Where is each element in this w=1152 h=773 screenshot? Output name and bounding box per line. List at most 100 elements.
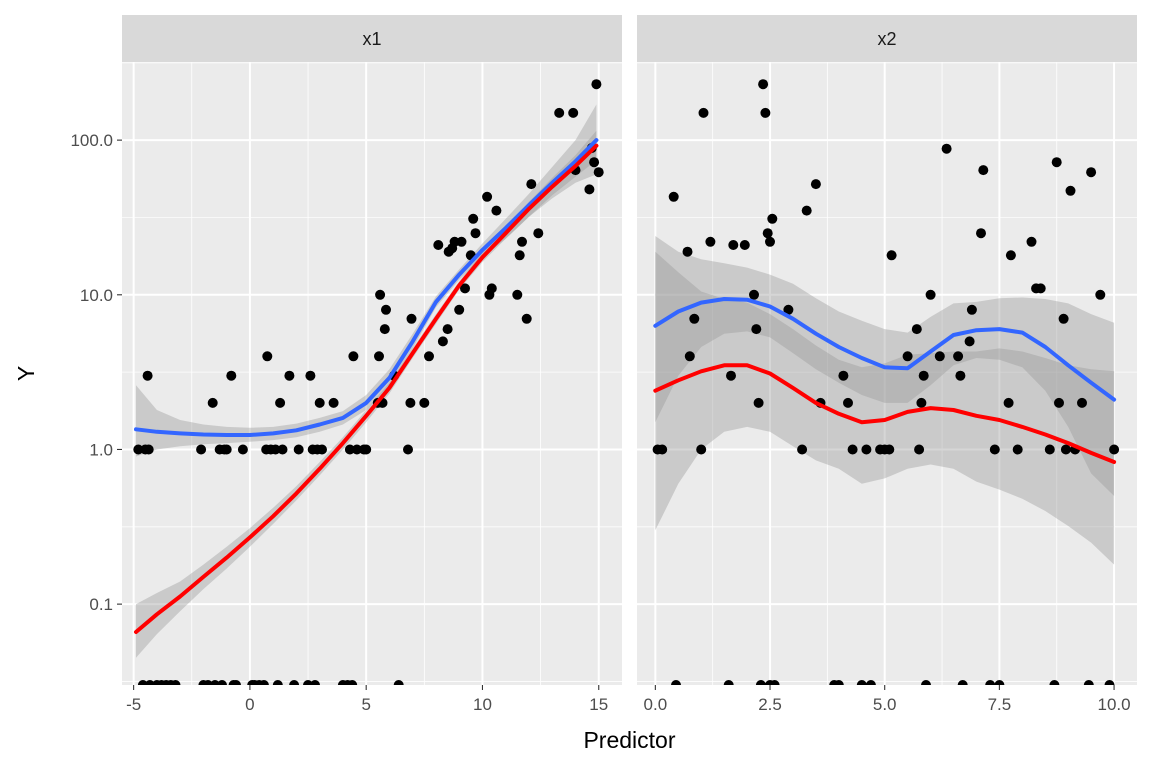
data-point — [272, 680, 283, 685]
data-point — [221, 444, 232, 455]
data-point — [406, 313, 417, 324]
y-axis-title: Y — [13, 366, 39, 381]
data-point — [749, 289, 759, 300]
x-tick-label: 5.0 — [873, 695, 897, 714]
data-point — [856, 680, 867, 685]
data-point — [925, 289, 936, 300]
data-point — [482, 191, 493, 202]
data-point — [305, 370, 316, 381]
data-point — [801, 205, 812, 216]
facet-strip-label: x1 — [362, 29, 381, 49]
data-point — [1104, 680, 1115, 685]
data-point — [964, 336, 975, 347]
data-point — [437, 336, 448, 347]
data-point — [277, 444, 288, 455]
data-point — [568, 107, 579, 118]
data-point — [361, 444, 372, 455]
data-point — [393, 680, 404, 685]
data-point — [491, 205, 502, 216]
data-point — [143, 444, 154, 455]
data-point — [657, 444, 668, 455]
data-point — [918, 370, 929, 381]
data-point — [762, 228, 773, 239]
data-point — [921, 680, 931, 685]
data-point — [533, 228, 544, 239]
x-tick-label: 2.5 — [758, 695, 782, 714]
data-point — [765, 236, 775, 247]
data-point — [347, 680, 358, 685]
panel-body — [133, 79, 604, 685]
data-point — [419, 397, 430, 408]
data-point — [512, 289, 523, 300]
data-point — [1003, 397, 1014, 408]
data-point — [449, 236, 460, 247]
data-point — [696, 444, 707, 455]
data-point — [1065, 185, 1076, 196]
data-point — [847, 444, 858, 455]
data-point — [442, 324, 453, 335]
data-point — [767, 213, 778, 224]
data-point — [381, 304, 391, 315]
data-point — [751, 324, 762, 335]
data-point — [966, 304, 977, 315]
data-point — [728, 240, 739, 250]
panel-body — [652, 79, 1120, 685]
data-point — [289, 680, 300, 685]
data-point — [886, 250, 897, 261]
smooth-line-blue — [653, 297, 1117, 402]
facet-panel-x2: x2 0.0 2.5 5.0 7.5 10.0 — [637, 15, 1137, 714]
x-tick-label: 0 — [245, 695, 254, 714]
data-point — [810, 179, 821, 190]
data-point — [1026, 236, 1037, 247]
data-point — [705, 236, 716, 247]
data-point — [1054, 397, 1064, 408]
data-point — [133, 444, 144, 455]
data-point — [682, 246, 693, 257]
data-point — [317, 444, 327, 455]
data-point — [460, 283, 470, 294]
data-point — [994, 680, 1005, 685]
data-point — [1109, 444, 1120, 455]
data-point — [1060, 444, 1071, 455]
data-point — [351, 444, 362, 455]
data-point — [258, 680, 269, 685]
data-point — [843, 397, 853, 408]
data-point — [454, 304, 465, 315]
data-point — [526, 179, 537, 190]
data-point — [769, 680, 780, 685]
x-tick-label: 10 — [473, 695, 492, 714]
data-point — [941, 143, 952, 154]
data-point — [486, 283, 497, 294]
data-point — [521, 313, 532, 324]
data-point — [379, 324, 390, 335]
data-point — [207, 397, 218, 408]
data-point — [723, 680, 734, 685]
data-point — [833, 680, 844, 685]
data-point — [196, 444, 207, 455]
data-point — [514, 250, 525, 261]
data-point — [433, 240, 444, 250]
x-axis-title: Predictor — [583, 727, 675, 753]
data-point — [902, 351, 913, 362]
data-point — [739, 240, 750, 250]
data-point — [989, 444, 1000, 455]
smooth-line-blue — [134, 138, 599, 437]
data-point — [1012, 444, 1023, 455]
data-point — [753, 397, 764, 408]
data-point — [1077, 397, 1087, 408]
data-point — [403, 444, 413, 455]
data-point — [375, 289, 386, 300]
data-point — [584, 184, 595, 195]
data-point — [226, 370, 237, 381]
facet-strip-label: x2 — [877, 29, 896, 49]
data-point — [1083, 680, 1094, 685]
data-point — [374, 351, 384, 362]
data-point — [470, 228, 481, 239]
data-point — [468, 213, 479, 224]
data-point — [314, 397, 325, 408]
data-point — [1095, 289, 1106, 300]
data-point — [405, 397, 416, 408]
x-tick-label: 15 — [589, 695, 608, 714]
data-point — [1086, 167, 1097, 178]
